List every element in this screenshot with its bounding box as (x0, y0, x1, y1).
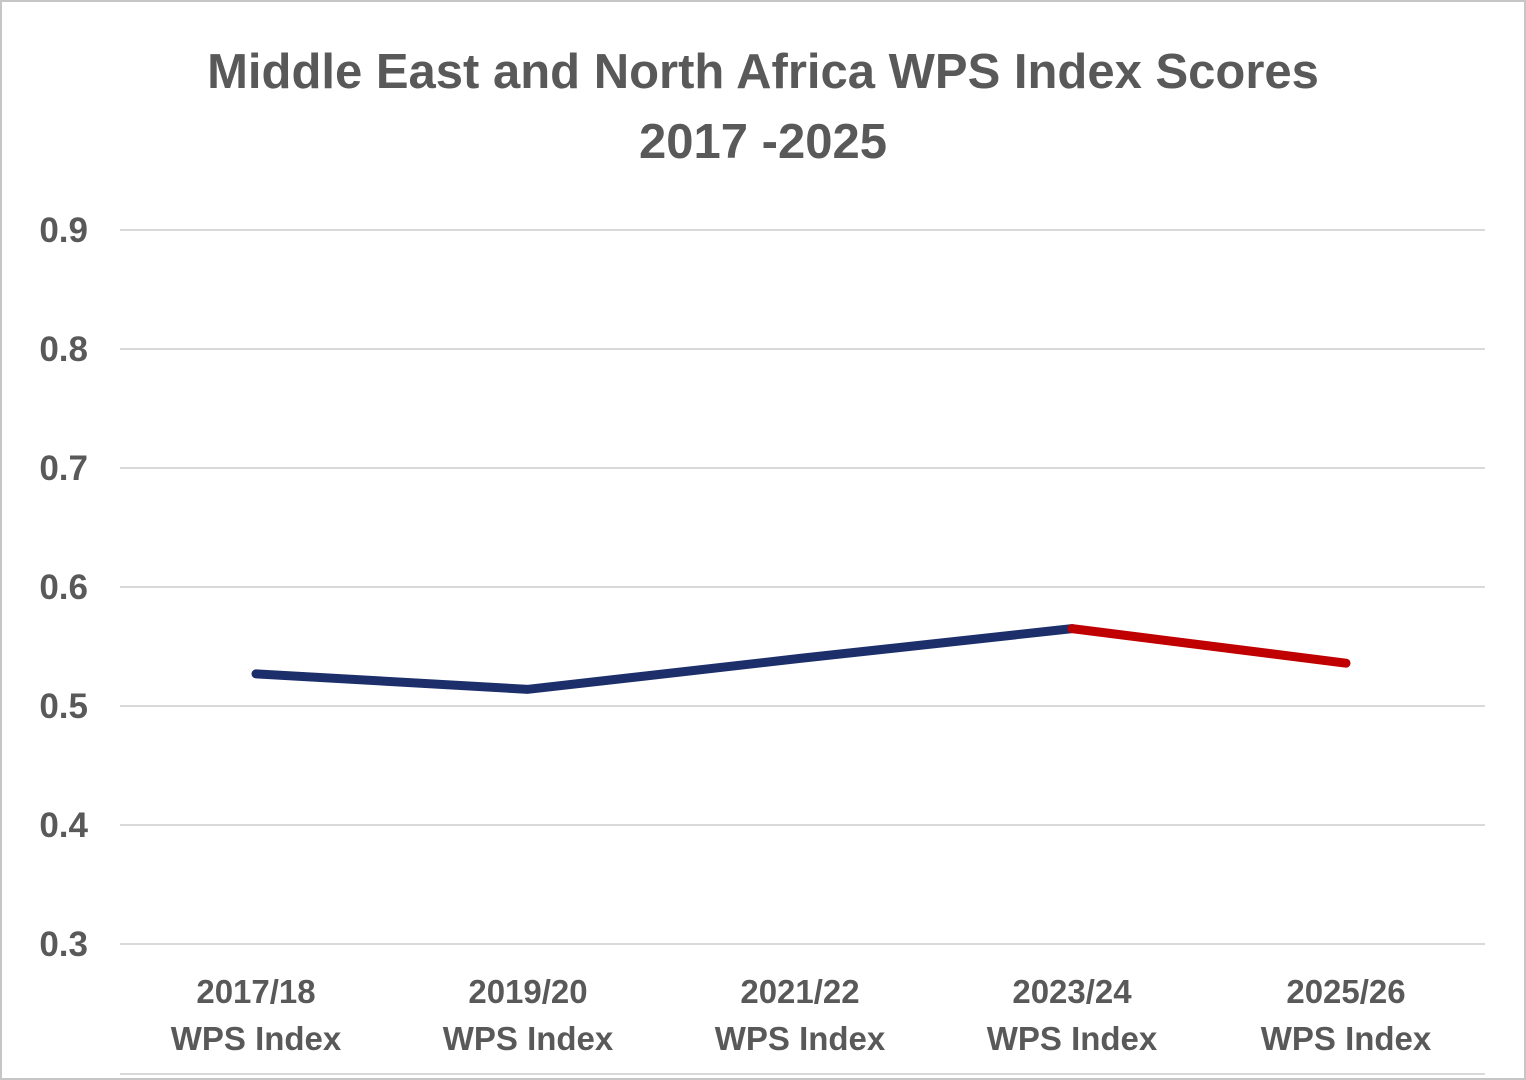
y-axis-tick-label: 0.6 (39, 568, 88, 607)
x-axis-category-year-label: 2021/22 (740, 973, 859, 1010)
data-line-blue-segment (251, 624, 1077, 694)
chart-title-line-2: 2017 -2025 (639, 114, 887, 169)
data-series-group (251, 624, 1351, 694)
x-axis-category-year-label: 2019/20 (468, 973, 587, 1010)
y-axis-tick-label: 0.8 (39, 330, 88, 369)
x-axis-labels-group: 2017/18 WPS Index 2019/20 WPS Index 2021/22 W… (171, 973, 1432, 1057)
x-axis-category-sublabel: WPS Index (715, 1020, 886, 1057)
y-axis-tick-label: 0.5 (39, 687, 88, 726)
y-axis-tick-label: 0.9 (39, 211, 88, 250)
x-axis-category-year-label: 2023/24 (1012, 973, 1132, 1010)
y-axis-labels-group: 0.9 0.8 0.7 0.6 0.5 0.4 0.3 (39, 211, 88, 964)
x-axis-category-sublabel: WPS Index (1261, 1020, 1432, 1057)
x-axis-category-year-label: 2017/18 (196, 973, 315, 1010)
gridlines-group (120, 229, 1485, 945)
x-axis-category-sublabel: WPS Index (987, 1020, 1158, 1057)
data-line-red-segment (1067, 624, 1351, 668)
y-axis-tick-label: 0.4 (39, 806, 88, 845)
chart-title: Middle East and North Africa WPS Index S… (2, 38, 1524, 177)
chart-title-line-1: Middle East and North Africa WPS Index S… (207, 45, 1319, 99)
y-axis-tick-label: 0.7 (39, 449, 88, 488)
x-axis-category-year-label: 2025/26 (1286, 973, 1405, 1010)
x-axis-category-sublabel: WPS Index (443, 1020, 614, 1057)
x-axis-category-sublabel: WPS Index (171, 1020, 342, 1057)
y-axis-tick-label: 0.3 (39, 925, 88, 964)
